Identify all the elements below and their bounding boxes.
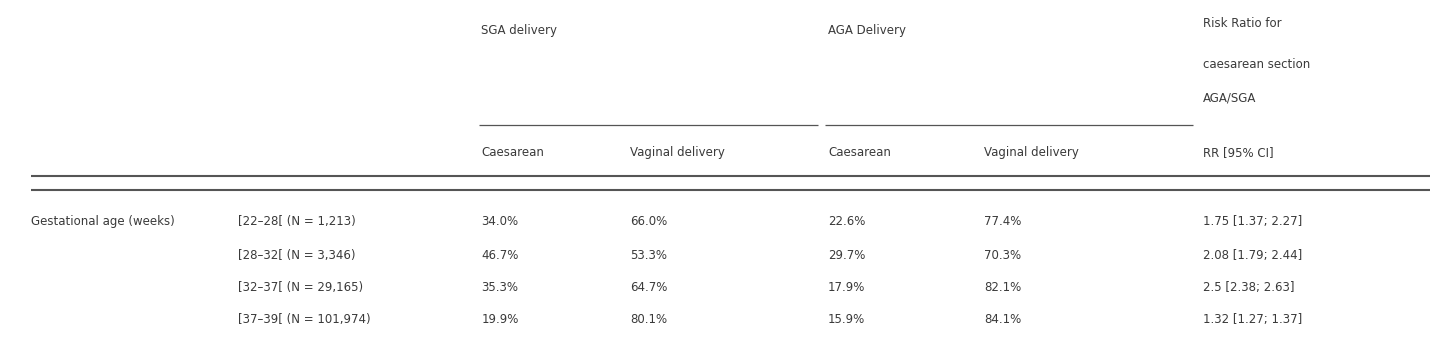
Text: 46.7%: 46.7% (481, 249, 518, 262)
Text: 70.3%: 70.3% (983, 249, 1021, 262)
Text: 22.6%: 22.6% (827, 215, 865, 228)
Text: SGA delivery: SGA delivery (481, 24, 557, 37)
Text: 29.7%: 29.7% (827, 249, 865, 262)
Text: RR [95% CI]: RR [95% CI] (1203, 146, 1274, 159)
Text: 66.0%: 66.0% (630, 215, 667, 228)
Text: Vaginal delivery: Vaginal delivery (983, 146, 1079, 159)
Text: [22–28[ (N = 1,213): [22–28[ (N = 1,213) (238, 215, 355, 228)
Text: 2.5 [2.38; 2.63]: 2.5 [2.38; 2.63] (1203, 281, 1295, 294)
Text: [37–39[ (N = 101,974): [37–39[ (N = 101,974) (238, 313, 371, 326)
Text: 35.3%: 35.3% (481, 281, 518, 294)
Text: 80.1%: 80.1% (630, 313, 667, 326)
Text: Risk Ratio for: Risk Ratio for (1203, 17, 1282, 30)
Text: 15.9%: 15.9% (827, 313, 865, 326)
Text: 1.75 [1.37; 2.27]: 1.75 [1.37; 2.27] (1203, 215, 1302, 228)
Text: 34.0%: 34.0% (481, 215, 518, 228)
Text: 53.3%: 53.3% (630, 249, 667, 262)
Text: 1.32 [1.27; 1.37]: 1.32 [1.27; 1.37] (1203, 313, 1302, 326)
Text: 84.1%: 84.1% (983, 313, 1021, 326)
Text: 82.1%: 82.1% (983, 281, 1021, 294)
Text: 17.9%: 17.9% (827, 281, 865, 294)
Text: Caesarean: Caesarean (827, 146, 891, 159)
Text: [28–32[ (N = 3,346): [28–32[ (N = 3,346) (238, 249, 355, 262)
Text: Caesarean: Caesarean (481, 146, 544, 159)
Text: 2.08 [1.79; 2.44]: 2.08 [1.79; 2.44] (1203, 249, 1302, 262)
Text: [32–37[ (N = 29,165): [32–37[ (N = 29,165) (238, 281, 362, 294)
Text: AGA/SGA: AGA/SGA (1203, 92, 1256, 105)
Text: AGA Delivery: AGA Delivery (827, 24, 907, 37)
Text: 19.9%: 19.9% (481, 313, 518, 326)
Text: 64.7%: 64.7% (630, 281, 667, 294)
Text: caesarean section: caesarean section (1203, 58, 1310, 71)
Text: Gestational age (weeks): Gestational age (weeks) (32, 215, 175, 228)
Text: Vaginal delivery: Vaginal delivery (630, 146, 725, 159)
Text: 77.4%: 77.4% (983, 215, 1021, 228)
